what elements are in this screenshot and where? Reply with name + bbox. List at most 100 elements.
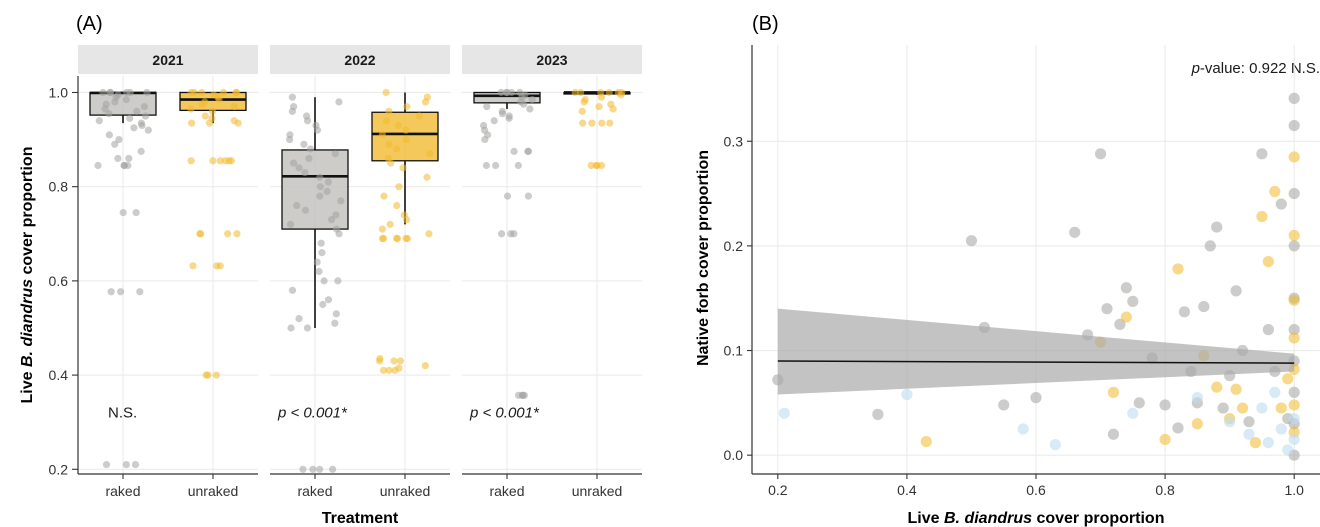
scatter-point [1069,226,1081,238]
jitter-point [581,95,589,104]
jitter-point [107,88,115,97]
scatter-point [1133,397,1145,409]
facet-strip-label: 2023 [536,52,567,68]
jitter-point [143,88,151,97]
scatter-point [1030,392,1042,404]
scatter-point [1288,433,1300,446]
jitter-point [402,234,410,243]
jitter-point [415,112,423,120]
scatter-point [1172,422,1184,434]
jitter-point [514,161,522,170]
scatter-point [1269,386,1281,398]
jitter-point [119,208,127,217]
jitter-point [524,147,533,155]
scatter-point [920,435,932,448]
jitter-point [332,310,340,318]
scatter-point [1114,318,1126,330]
jitter-point [212,371,220,379]
jitter-point [210,91,218,99]
facet-strip-label: 2021 [152,52,183,68]
facet-strip-label: 2022 [344,52,375,68]
x-tick-label: raked [105,483,140,499]
jitter-point [384,154,392,163]
jitter-point [286,131,294,139]
jitter-point [392,145,401,153]
scatter-point [1282,373,1294,385]
jitter-point [386,220,394,228]
jitter-point [393,201,401,210]
scatter-point [1288,187,1300,200]
jitter-point [577,88,585,97]
jitter-point [125,154,133,163]
scatter-point [1107,428,1120,440]
facet-strip [78,45,258,74]
jitter-point [201,112,209,120]
jitter-point [286,220,295,228]
scatter-point [1120,311,1132,323]
jitter-point [402,135,410,144]
jitter-point [99,88,107,97]
scatter-point [1127,295,1139,307]
jitter-point [524,192,533,200]
jitter-point [588,119,596,127]
y-tick-label: 0.8 [49,179,69,195]
jitter-point [233,88,241,97]
jitter-point [131,460,140,469]
jitter-point [302,112,311,120]
jitter-point [578,107,586,115]
jitter-point [300,140,308,148]
x-tick-label: 0.6 [1026,482,1046,498]
x-tick-label: 0.8 [1155,482,1175,498]
x-tick-label: 1.0 [1284,482,1304,498]
scatter-point [1243,428,1255,440]
jitter-point [201,98,209,106]
jitter-point [230,103,238,111]
panel-b-x-axis-title: Live B. diandrus cover proportion [908,510,1165,527]
jitter-point [318,249,326,257]
scatter-point [1256,402,1268,414]
jitter-point [295,164,303,172]
jitter-point [224,230,232,238]
jitter-point [122,95,130,104]
jitter-point [425,230,433,238]
scatter-point [901,388,913,401]
p-value-annotation: p-value: 0.922 N.S. [1191,60,1320,77]
scatter-point [1211,381,1223,393]
jitter-point [502,88,510,97]
jitter-point [130,124,138,132]
jitter-point [288,93,296,101]
panel-a-y-axis-title: Live B. diandrus cover proportion [19,147,36,404]
jitter-point [403,103,411,111]
scatter-point [1288,92,1300,104]
facet-strip [462,45,642,74]
jitter-point [208,114,216,122]
jitter-point [380,192,388,200]
jitter-point [399,164,407,172]
jitter-point [396,357,405,365]
confidence-ribbon [777,308,1295,395]
scatter-point [1243,416,1255,428]
x-tick-label: 0.4 [897,482,917,498]
jitter-point [312,121,320,130]
jitter-point [421,362,429,370]
scatter-point [1288,240,1300,252]
scatter-point [1224,416,1236,428]
scatter-point [1282,444,1294,456]
jitter-point [316,183,324,191]
jitter-point [385,366,393,374]
scatter-point [872,408,884,420]
jitter-point [114,91,122,99]
panel-b-scatter: Native forb cover proportion Live B. dia… [695,45,1320,527]
jitter-point [187,88,195,97]
jitter-point [221,157,229,165]
jitter-point [95,117,103,125]
jitter-point [331,150,339,158]
scatter-point [1172,263,1184,275]
x-tick-label: 0.2 [768,482,788,498]
jitter-point [140,103,149,111]
scatter-point [1094,148,1107,160]
jitter-point [197,230,205,238]
jitter-point [395,183,403,191]
jitter-point [378,131,386,139]
scatter-point [1178,306,1191,318]
